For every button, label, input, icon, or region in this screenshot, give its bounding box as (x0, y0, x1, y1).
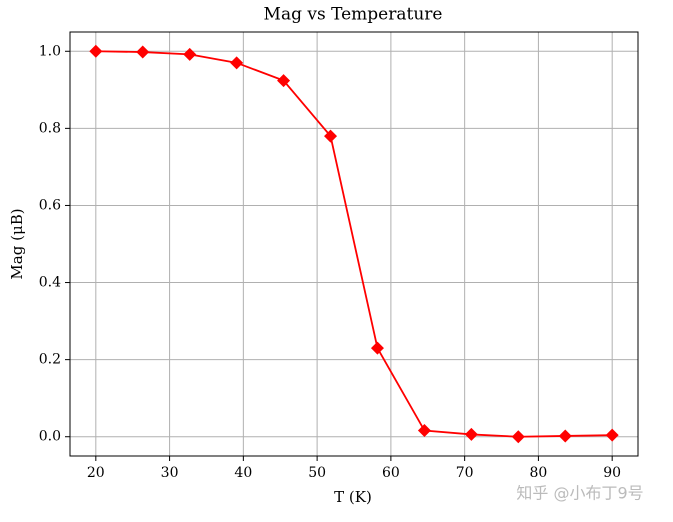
x-tick-label: 20 (87, 465, 105, 481)
plot-frame (69, 31, 639, 457)
watermark: 知乎 @小布丁9号 (516, 484, 643, 503)
y-tick-label: 1.0 (39, 43, 61, 59)
data-point (511, 430, 525, 444)
y-axis-label: Mag (μB) (8, 208, 26, 279)
x-tick-label: 90 (603, 465, 621, 481)
data-point (558, 429, 572, 443)
data-point (183, 47, 197, 61)
y-tick-label: 0.4 (39, 275, 61, 291)
x-tick-label: 30 (161, 465, 179, 481)
y-tick-label: 0.6 (39, 197, 61, 213)
x-tick-label: 50 (308, 465, 326, 481)
data-point (277, 74, 291, 88)
x-tick-label: 70 (456, 465, 474, 481)
data-point (464, 427, 478, 441)
data-point (324, 129, 338, 143)
y-tick-label: 0.2 (39, 352, 61, 368)
data-point (605, 428, 619, 442)
chart-title: Mag vs Temperature (264, 5, 443, 25)
y-tick-label: 0.0 (39, 429, 61, 445)
x-tick-label: 40 (234, 465, 252, 481)
data-point (417, 424, 431, 438)
x-tick-label: 80 (530, 465, 548, 481)
data-point (89, 44, 103, 58)
data-point (230, 56, 244, 70)
data-line (95, 50, 613, 438)
y-tick-label: 0.8 (39, 120, 61, 136)
x-axis-label: T (K) (334, 488, 372, 506)
x-tick-label: 60 (382, 465, 400, 481)
data-point (370, 341, 384, 355)
data-point (136, 45, 150, 59)
